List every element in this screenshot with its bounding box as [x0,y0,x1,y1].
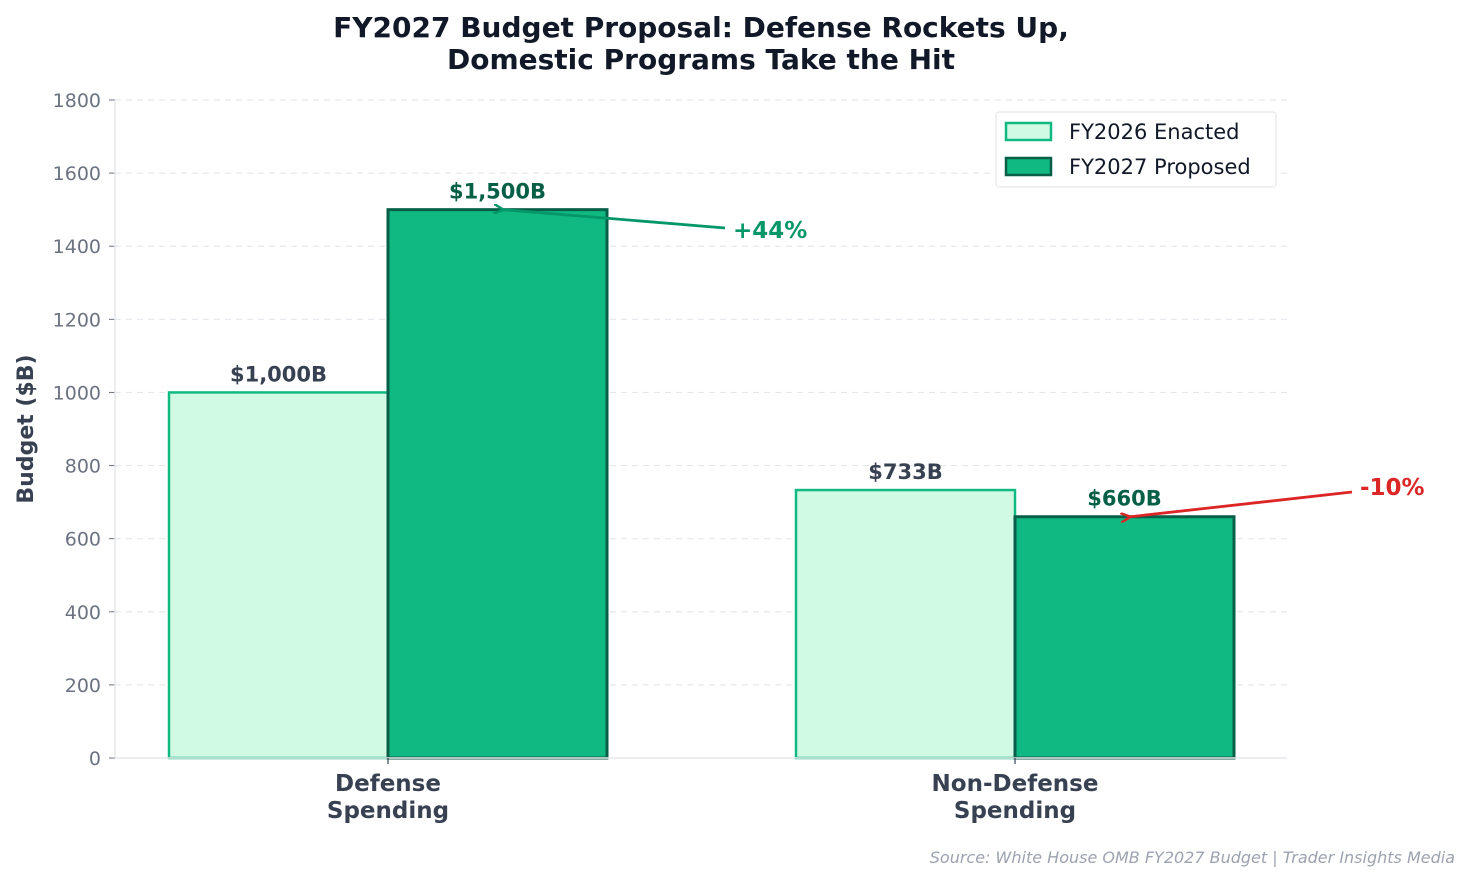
y-tick-label: 600 [65,529,101,551]
y-tick-label: 1600 [53,163,101,185]
y-tick-label: 1800 [53,90,101,112]
bar-fy2026-1 [794,488,1017,760]
value-label: $660B [1087,487,1161,511]
chart-title: FY2027 Budget Proposal: Defense Rockets … [333,11,1069,76]
bar-fy2027-1 [1013,515,1236,760]
value-labels: $1,000B $1,500B $733B $660B [230,180,1162,511]
y-tick-label: 200 [65,675,101,697]
source-note: Source: White House OMB FY2027 Budget | … [930,848,1455,867]
annotation-label: +44% [733,218,807,244]
value-label: $1,000B [230,362,327,386]
y-tick-label: 1400 [53,236,101,258]
category-label: Defense Spending [327,771,449,824]
value-label: $733B [868,460,942,484]
annotations: +44% -10% [504,210,1425,517]
value-label: $1,500B [449,180,546,204]
title-text: FY2027 Budget Proposal: Defense Rockets … [333,11,1069,76]
category-label: Non-Defense Spending [932,771,1099,824]
legend-swatch [1004,121,1053,142]
axes: 0 200 400 600 800 1000 1200 1400 1600 1800 Defense… [14,90,1287,824]
annotation-arrow [504,210,726,230]
bar-fy2026-0 [167,391,390,760]
grid-lines [115,99,1287,686]
legend-swatch [1004,156,1053,177]
legend: FY2026 Enacted FY2027 Proposed [995,111,1277,188]
annotation-label: -10% [1360,475,1425,501]
legend-label: FY2026 Enacted [1069,120,1240,144]
bar-fy2027-0 [386,208,609,760]
y-tick-label: 1000 [53,382,101,404]
legend-label: FY2027 Proposed [1069,155,1251,179]
y-tick-label: 800 [65,456,101,478]
legend-box [995,111,1277,188]
y-axis-label: Budget ($B) [14,354,39,503]
y-tick-label: 400 [65,602,101,624]
y-tick-label: 1200 [53,309,101,331]
y-tick-label: 0 [89,748,101,770]
annotation-arrow [1131,490,1353,517]
bars [167,208,1236,760]
